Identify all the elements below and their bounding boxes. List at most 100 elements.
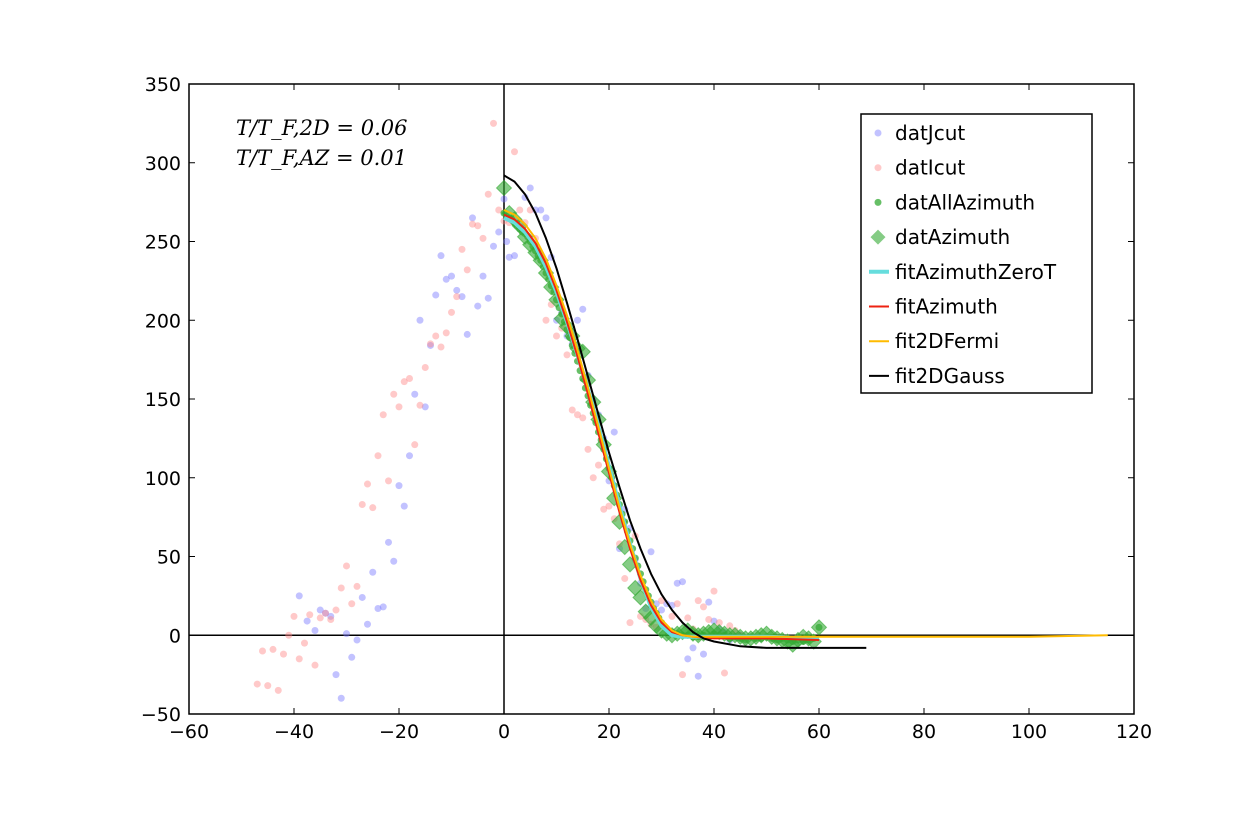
point-datIcut xyxy=(290,612,298,620)
point-datIcut xyxy=(605,502,613,510)
point-datIcut xyxy=(658,597,665,605)
point-datJcut xyxy=(358,593,366,601)
point-datIcut xyxy=(448,308,455,316)
point-datAzimuth xyxy=(810,619,828,636)
point-datIcut xyxy=(432,332,440,340)
point-datIcut xyxy=(327,616,335,623)
point-datJcut xyxy=(442,275,450,283)
series-datAzimuth xyxy=(495,179,828,653)
point-datIcut xyxy=(295,655,303,663)
y-tick-label: 250 xyxy=(145,232,181,254)
point-datJcut xyxy=(705,598,713,606)
point-datJcut xyxy=(542,214,550,222)
point-datIcut xyxy=(574,411,581,419)
legend-item-fit2DFermi: fit2DFermi xyxy=(869,329,999,353)
point-datIcut xyxy=(679,671,686,679)
y-tick-label: 200 xyxy=(145,310,181,332)
point-datIcut xyxy=(421,364,429,371)
x-tick-label: −60 xyxy=(169,721,209,743)
point-datJcut xyxy=(700,650,707,658)
point-datIcut xyxy=(395,403,403,411)
point-datIcut xyxy=(700,603,707,611)
point-datJcut xyxy=(484,294,492,302)
point-datIcut xyxy=(726,622,734,630)
annotation-2d-temperature: T/T_F,2D = 0.06 xyxy=(236,116,407,140)
line-fitAzimuthZeroT xyxy=(503,216,820,641)
point-datIcut xyxy=(453,293,461,301)
point-datJcut xyxy=(526,184,534,192)
point-datJcut xyxy=(316,606,324,614)
point-datJcut xyxy=(406,452,413,460)
point-datIcut xyxy=(390,390,398,398)
point-datIcut xyxy=(479,234,487,242)
point-datJcut xyxy=(684,655,692,663)
point-datIcut xyxy=(322,609,329,617)
y-tick-label: 50 xyxy=(157,547,181,569)
point-datJcut xyxy=(673,579,681,587)
point-datIcut xyxy=(385,477,392,485)
point-datJcut xyxy=(395,482,403,490)
series-fit2DFermi xyxy=(503,209,1108,638)
point-datIcut xyxy=(621,575,629,583)
point-datIcut xyxy=(563,351,571,359)
point-datJcut xyxy=(385,538,392,546)
point-datIcut xyxy=(469,220,476,228)
point-datJcut xyxy=(500,195,508,203)
point-datIcut xyxy=(584,445,592,453)
point-datJcut xyxy=(390,557,398,565)
point-datIcut xyxy=(553,332,560,340)
point-datIcut xyxy=(589,474,597,482)
legend: datJcut datIcut datAllAzimuth datAzimuth fit… xyxy=(860,113,1093,394)
point-datIcut xyxy=(369,504,377,512)
point-datIcut xyxy=(400,378,408,386)
legend-swatch xyxy=(874,164,882,172)
series-fitAzimuthZeroT xyxy=(503,216,820,641)
point-datIcut xyxy=(259,647,266,655)
point-datIcut xyxy=(511,148,518,156)
point-datIcut xyxy=(568,406,576,414)
point-datJcut xyxy=(448,272,455,280)
point-datJcut xyxy=(322,609,329,617)
legend-item-datIcut: datIcut xyxy=(874,156,965,180)
legend-item-datJcut: datJcut xyxy=(874,121,965,145)
point-datIcut xyxy=(684,614,692,622)
point-datIcut xyxy=(253,680,261,688)
legend-item-fitAzimuth: fitAzimuth xyxy=(869,295,998,319)
point-datIcut xyxy=(332,606,340,614)
point-datIcut xyxy=(595,461,602,469)
legend-label: fit2DGauss xyxy=(895,364,1005,388)
point-datJcut xyxy=(353,636,361,644)
line-fit2DFermi xyxy=(503,209,1108,638)
legend-item-fitAzimuthZeroT: fitAzimuthZeroT xyxy=(869,260,1057,284)
point-datJcut xyxy=(503,238,511,245)
point-datJcut xyxy=(437,252,445,260)
point-datIcut xyxy=(463,266,471,274)
point-datIcut xyxy=(343,562,350,570)
point-datJcut xyxy=(679,578,686,586)
point-datIcut xyxy=(600,505,608,513)
point-datJcut xyxy=(421,403,429,411)
point-datIcut xyxy=(411,441,419,449)
x-tick-label: 100 xyxy=(1011,721,1047,743)
point-datJcut xyxy=(348,653,356,661)
point-datIcut xyxy=(484,190,492,198)
point-datJcut xyxy=(311,627,319,635)
point-datJcut xyxy=(374,604,382,612)
line-fit2DGauss xyxy=(503,174,867,649)
y-tick-label: 350 xyxy=(145,74,181,96)
point-datIcut xyxy=(301,639,308,647)
point-datJcut xyxy=(337,694,345,702)
legend-label: datIcut xyxy=(895,156,965,180)
point-datJcut xyxy=(453,286,461,294)
point-datJcut xyxy=(511,252,518,260)
point-datIcut xyxy=(721,669,728,677)
legend-item-datAzimuth: datAzimuth xyxy=(870,225,1010,249)
legend-label: fitAzimuth xyxy=(895,295,998,319)
point-datJcut xyxy=(579,305,587,313)
x-tick-label: 80 xyxy=(912,721,936,743)
point-datIcut xyxy=(379,411,387,419)
point-datIcut xyxy=(490,119,497,127)
x-tick-label: −20 xyxy=(379,721,419,743)
legend-swatch xyxy=(874,198,882,206)
